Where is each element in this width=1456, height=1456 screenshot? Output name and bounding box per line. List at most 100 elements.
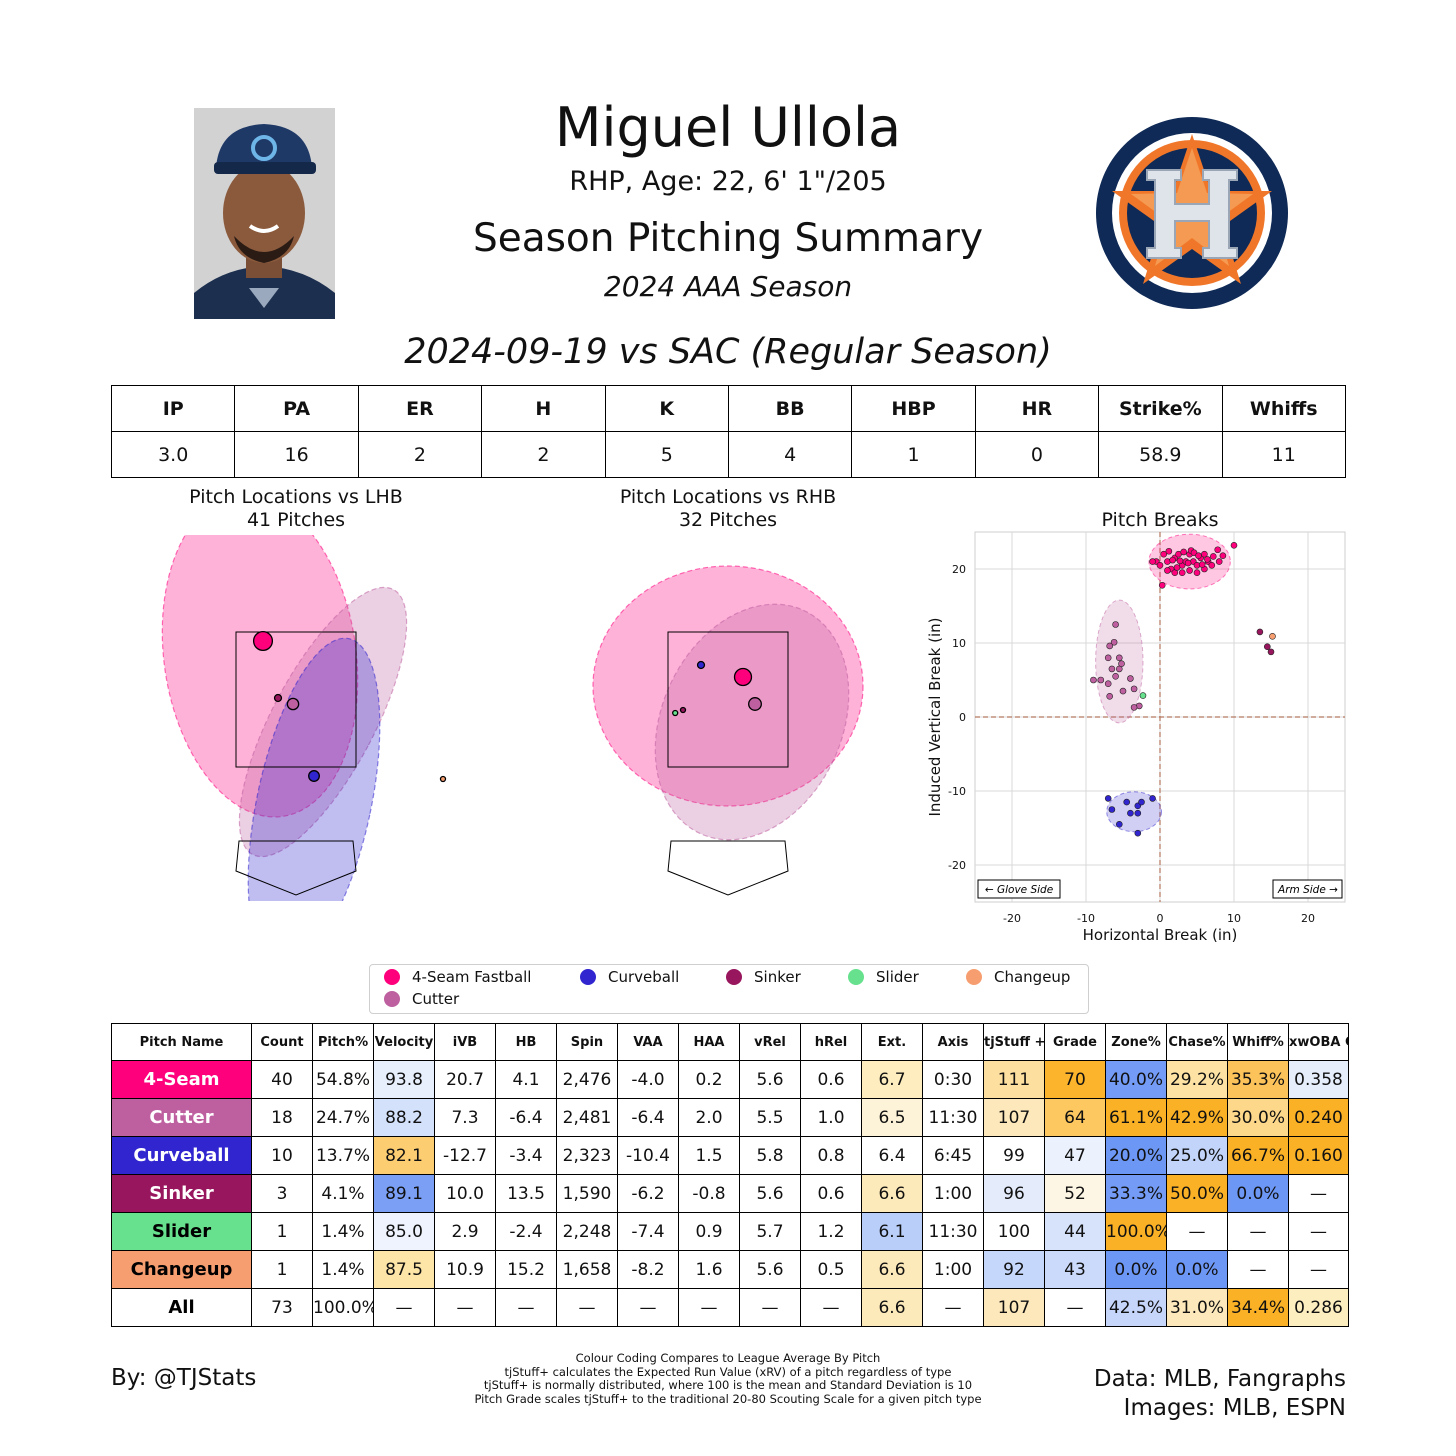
pitch-stat-cell: 11:30 [922,1212,984,1251]
break-point [1118,660,1125,668]
pitch-stat-cell: 0.286 [1288,1288,1349,1327]
credit-line: Images: MLB, ESPN [1123,1395,1346,1421]
pitch-stat-cell: 87.5 [373,1250,435,1289]
pitch-stat-cell: 0.358 [1288,1060,1349,1099]
pitch-row: Sinker 3 4.1% 89.1 10.0 13.5 1,590 -6.2 -0.8 5.6 0… [111,1174,1349,1213]
x-tick-label: -10 [1077,912,1095,925]
game-title: 2024-09-19 vs SAC (Regular Season) [404,332,1052,372]
pitch-stat-cell: 1,658 [556,1250,618,1289]
pitch-stat-cell: 0.6 [800,1060,862,1099]
pitch-name-cell: Changeup [111,1250,252,1289]
pitch-stat-cell: 88.2 [373,1098,435,1137]
lhb-title-text: Pitch Locations vs LHB [189,486,403,508]
footnote-line: tjStuff+ calculates the Expected Run Val… [504,1364,952,1379]
pitch-stat-cell: 2.9 [434,1212,496,1251]
pitch-row: Changeup 1 1.4% 87.5 10.9 15.2 1,658 -8.2 1.6 5.6… [111,1250,1349,1289]
pitch-stat-cell: 0.160 [1288,1136,1349,1175]
pitch-stat-cell: 1.2 [800,1212,862,1251]
pitch-mark [439,775,447,783]
pitch-stat-cell: 82.1 [373,1136,435,1175]
pitch-row: Slider 1 1.4% 85.0 2.9 -2.4 2,248 -7.4 0.9 5.7 1.2… [111,1212,1349,1251]
pitch-stat-cell: 42.9% [1166,1098,1228,1137]
stat-value: 4 [727,431,853,478]
pitch-name-cell: Sinker [111,1174,252,1213]
pitch-stat-cell: 85.0 [373,1212,435,1251]
pitch-stat-cell: — [1288,1212,1349,1251]
byline: By: @TJStats [111,1365,257,1391]
break-point [1169,556,1176,564]
game-stats-table: IP PA ER H K BB HBP HR Strike% Whiffs 3.… [110,385,1347,478]
pitch-stat-cell: — [1288,1250,1349,1289]
pitch-stat-cell: 4.1 [495,1060,557,1099]
pitch-mark [696,660,706,670]
break-point [1173,564,1181,571]
pitch-stat-cell: 5.6 [739,1060,801,1099]
pitch-mark [273,693,283,703]
break-point [1198,561,1206,568]
pitch-stat-cell: 6.6 [861,1250,923,1289]
break-point [1112,673,1119,680]
pitch-stat-cell: 31.0% [1166,1288,1228,1327]
chart-plot-area [161,535,447,901]
pitch-stat-cell: 2,248 [556,1212,618,1251]
pitch-stat-cell: 2,476 [556,1060,618,1099]
pitch-stat-cell: 47 [1044,1136,1106,1175]
pitch-stat-cell: 5.6 [739,1250,801,1289]
pitch-stat-cell: 0.240 [1288,1098,1349,1137]
rhb-title-text: Pitch Locations vs RHB [619,486,837,508]
player-name: Miguel Ullola [554,96,902,159]
legend-label: Changeup [994,968,1071,986]
pitch-mark [252,630,274,652]
pitch-stat-cell: 93.8 [373,1060,435,1099]
pitch-stat-cell: 1 [251,1212,313,1251]
column-header: Zone% [1105,1023,1167,1061]
pitch-stat-cell: 13.5 [495,1174,557,1213]
stat-header: IP [110,385,236,432]
pitch-stat-cell: -3.4 [495,1136,557,1175]
rhb-chart-title: Pitch Locations vs RHB 32 Pitches [582,486,874,532]
pitch-stat-cell: 5.5 [739,1098,801,1137]
break-point [1116,654,1123,662]
break-point [1209,553,1217,560]
stat-header: K [604,385,729,432]
break-point [1269,633,1276,640]
player-headshot [194,108,335,319]
column-header: iVB [434,1023,496,1061]
break-point [1230,542,1238,549]
y-axis-label: Induced Vertical Break (in) [926,617,944,816]
pitch-stat-cell: 43 [1044,1250,1106,1289]
pitch-stat-cell: 100.0% [312,1288,374,1327]
pitch-stat-cell: — [495,1288,557,1327]
pitch-mark [308,770,320,782]
strike-zone [235,631,357,768]
stat-header: BB [727,385,853,432]
pitch-stat-cell: 70 [1044,1060,1106,1099]
legend-label: Curveball [608,968,680,986]
stat-value: 1 [851,431,976,478]
pitch-stat-cell: — [922,1288,984,1327]
pitch-legend: 4-Seam Fastball Curveball Sinker Slider … [369,964,1089,1014]
pitch-stat-cell: 111 [983,1060,1045,1099]
stat-value: 2 [357,431,483,478]
pitch-stat-cell: 0.6 [800,1174,862,1213]
pitch-stat-cell: 6.5 [861,1098,923,1137]
break-point [1106,642,1113,650]
stat-header: Whiffs [1221,385,1347,432]
pitch-row: Cutter 18 24.7% 88.2 7.3 -6.4 2,481 -6.4 2.0 5.5 1… [111,1098,1349,1137]
pitch-breaks-chart: -20 -10 0 10 20 -20 -10 0 10 20 Horizontal Break (… [926,531,1346,944]
pitch-stat-cell: 15.2 [495,1250,557,1289]
pitch-stat-cell: 99 [983,1136,1045,1175]
legend-item: Sinker [726,968,801,986]
credit-line: Data: MLB, Fangraphs [1093,1366,1346,1392]
pitch-mark [672,709,679,717]
pitch-density-ellipse [161,535,359,818]
break-point [1215,558,1223,565]
pitch-stat-cell: -12.7 [434,1136,496,1175]
break-point [1204,556,1211,563]
pitch-stat-cell: -6.2 [617,1174,679,1213]
pitch-stat-cell: 35.3% [1227,1060,1289,1099]
break-point [1160,550,1167,558]
pitch-stat-cell: 10.9 [434,1250,496,1289]
pitch-stat-cell: 73 [251,1288,313,1327]
column-header: HAA [678,1023,740,1061]
